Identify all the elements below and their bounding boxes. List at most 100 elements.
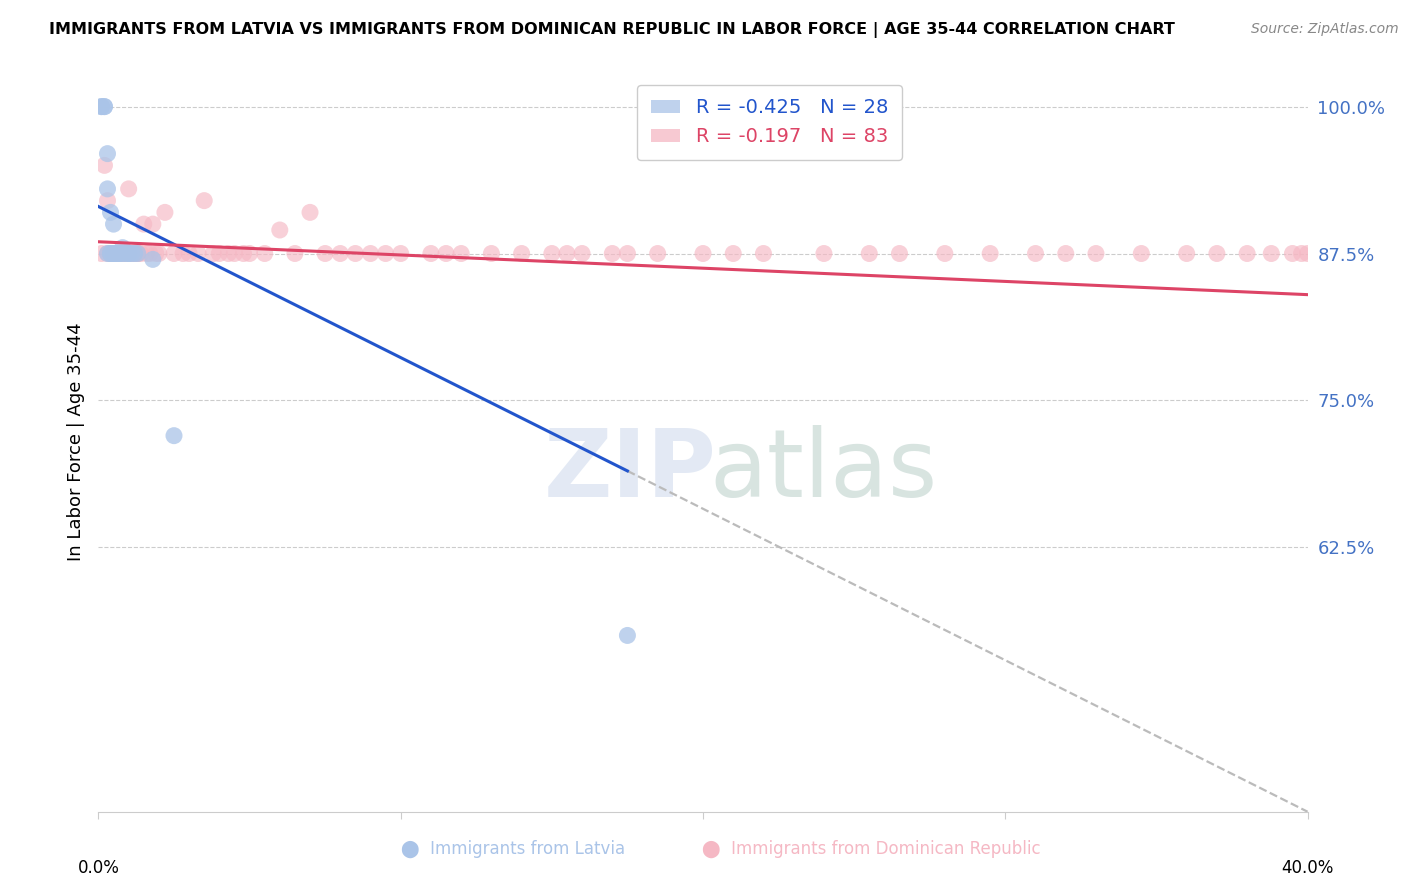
Point bbox=[105, 246, 128, 260]
Point bbox=[647, 246, 669, 260]
Point bbox=[934, 246, 956, 260]
Point bbox=[555, 246, 578, 260]
Point bbox=[114, 246, 136, 260]
Text: 0.0%: 0.0% bbox=[77, 859, 120, 877]
Point bbox=[314, 246, 336, 260]
Point bbox=[193, 194, 215, 208]
Point bbox=[100, 246, 122, 260]
Point bbox=[93, 158, 115, 172]
Point bbox=[118, 182, 141, 196]
Text: ⬤  Immigrants from Dominican Republic: ⬤ Immigrants from Dominican Republic bbox=[703, 840, 1040, 858]
Point bbox=[96, 246, 118, 260]
Point bbox=[103, 217, 125, 231]
Point bbox=[108, 246, 131, 260]
Point bbox=[253, 246, 276, 260]
Point bbox=[239, 246, 262, 260]
Point bbox=[752, 246, 775, 260]
Point bbox=[510, 246, 533, 260]
Point bbox=[374, 246, 396, 260]
Point bbox=[163, 246, 186, 260]
Point bbox=[389, 246, 412, 260]
Point bbox=[96, 194, 118, 208]
Point bbox=[105, 246, 128, 260]
Point bbox=[111, 241, 134, 255]
Point bbox=[329, 246, 352, 260]
Point bbox=[124, 246, 146, 260]
Point bbox=[1130, 246, 1153, 260]
Point bbox=[208, 246, 231, 260]
Point bbox=[124, 246, 146, 260]
Point bbox=[142, 217, 165, 231]
Point bbox=[434, 246, 457, 260]
Point bbox=[179, 246, 201, 260]
Point bbox=[571, 246, 593, 260]
Point bbox=[813, 246, 835, 260]
Point bbox=[124, 246, 146, 260]
Point bbox=[153, 205, 176, 219]
Point bbox=[108, 246, 131, 260]
Point bbox=[108, 246, 131, 260]
Point bbox=[858, 246, 880, 260]
Legend: R = -0.425   N = 28, R = -0.197   N = 83: R = -0.425 N = 28, R = -0.197 N = 83 bbox=[637, 85, 901, 160]
Point bbox=[105, 246, 128, 260]
Point bbox=[481, 246, 503, 260]
Point bbox=[103, 246, 125, 260]
Point bbox=[114, 246, 136, 260]
Text: Source: ZipAtlas.com: Source: ZipAtlas.com bbox=[1251, 22, 1399, 37]
Point bbox=[616, 628, 638, 642]
Point bbox=[93, 100, 115, 114]
Point bbox=[299, 205, 322, 219]
Point bbox=[90, 100, 112, 114]
Point bbox=[616, 246, 638, 260]
Point bbox=[360, 246, 382, 260]
Point bbox=[187, 246, 209, 260]
Point bbox=[111, 246, 134, 260]
Point bbox=[103, 246, 125, 260]
Point bbox=[723, 246, 745, 260]
Point bbox=[90, 100, 112, 114]
Point bbox=[979, 246, 1001, 260]
Point bbox=[1236, 246, 1258, 260]
Text: ⬤  Immigrants from Latvia: ⬤ Immigrants from Latvia bbox=[401, 840, 626, 858]
Point bbox=[118, 246, 141, 260]
Point bbox=[129, 246, 152, 260]
Point bbox=[1281, 246, 1303, 260]
Point bbox=[111, 246, 134, 260]
Point bbox=[114, 246, 136, 260]
Point bbox=[217, 246, 239, 260]
Point bbox=[96, 246, 118, 260]
Point bbox=[540, 246, 562, 260]
Point bbox=[1054, 246, 1077, 260]
Point bbox=[108, 246, 131, 260]
Point bbox=[1024, 246, 1046, 260]
Point bbox=[127, 246, 149, 260]
Point bbox=[1260, 246, 1282, 260]
Point bbox=[96, 146, 118, 161]
Point bbox=[1296, 246, 1319, 260]
Point bbox=[127, 246, 149, 260]
Point bbox=[103, 246, 125, 260]
Point bbox=[202, 246, 225, 260]
Point bbox=[344, 246, 367, 260]
Point bbox=[420, 246, 443, 260]
Point bbox=[111, 246, 134, 260]
Point bbox=[103, 246, 125, 260]
Point bbox=[96, 182, 118, 196]
Point bbox=[284, 246, 307, 260]
Point bbox=[139, 246, 162, 260]
Point bbox=[692, 246, 714, 260]
Text: IMMIGRANTS FROM LATVIA VS IMMIGRANTS FROM DOMINICAN REPUBLIC IN LABOR FORCE | AG: IMMIGRANTS FROM LATVIA VS IMMIGRANTS FRO… bbox=[49, 22, 1174, 38]
Point bbox=[1206, 246, 1229, 260]
Point bbox=[602, 246, 624, 260]
Point bbox=[148, 246, 170, 260]
Text: 40.0%: 40.0% bbox=[1281, 859, 1334, 877]
Point bbox=[135, 246, 157, 260]
Text: atlas: atlas bbox=[710, 425, 938, 517]
Point bbox=[1085, 246, 1108, 260]
Point bbox=[224, 246, 246, 260]
Point bbox=[90, 246, 112, 260]
Point bbox=[172, 246, 194, 260]
Point bbox=[232, 246, 254, 260]
Point bbox=[100, 246, 122, 260]
Point bbox=[105, 246, 128, 260]
